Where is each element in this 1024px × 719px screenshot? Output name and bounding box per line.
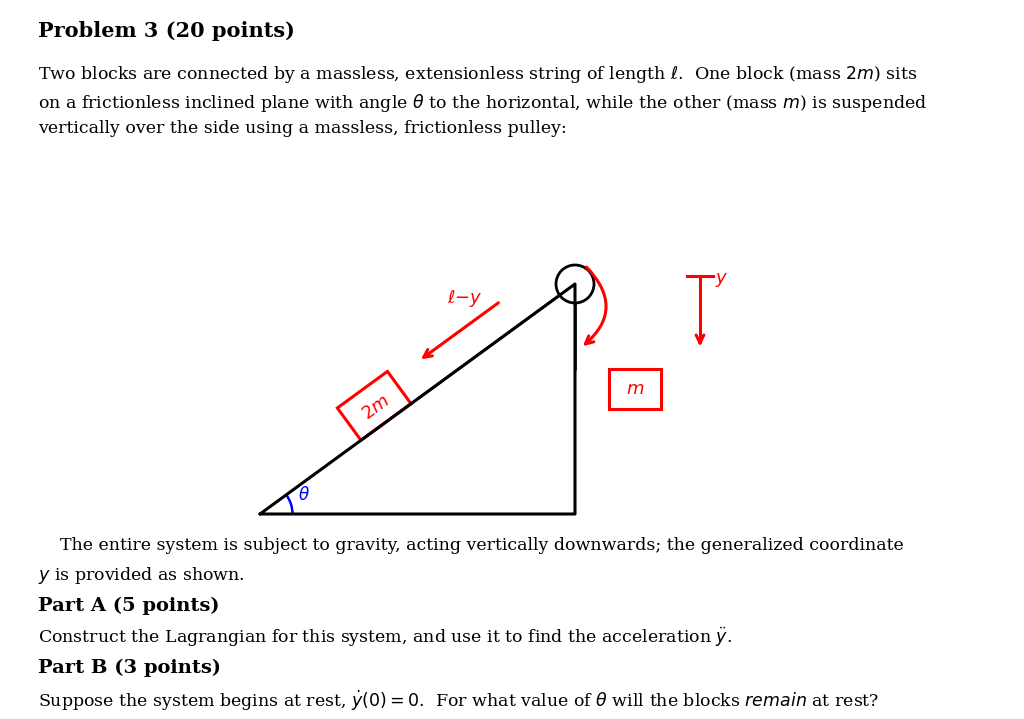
Text: Part B (3 points): Part B (3 points) bbox=[38, 659, 221, 677]
Text: $y$ is provided as shown.: $y$ is provided as shown. bbox=[38, 565, 245, 586]
Text: $\ell$$-$$y$: $\ell$$-$$y$ bbox=[446, 288, 482, 309]
Text: Suppose the system begins at rest, $\dot{y}(0) = 0$.  For what value of $\theta$: Suppose the system begins at rest, $\dot… bbox=[38, 689, 880, 713]
Text: vertically over the side using a massless, frictionless pulley:: vertically over the side using a massles… bbox=[38, 120, 566, 137]
Text: on a frictionless inclined plane with angle $\theta$ to the horizontal, while th: on a frictionless inclined plane with an… bbox=[38, 92, 928, 114]
Text: $m$: $m$ bbox=[626, 380, 644, 398]
Text: Problem 3 (20 points): Problem 3 (20 points) bbox=[38, 21, 295, 41]
Text: $2m$: $2m$ bbox=[358, 392, 392, 423]
Text: The entire system is subject to gravity, acting vertically downwards; the genera: The entire system is subject to gravity,… bbox=[38, 537, 904, 554]
Text: Part A (5 points): Part A (5 points) bbox=[38, 597, 219, 615]
Text: Construct the Lagrangian for this system, and use it to find the acceleration $\: Construct the Lagrangian for this system… bbox=[38, 626, 732, 649]
Text: Two blocks are connected by a massless, extensionless string of length $\ell$.  : Two blocks are connected by a massless, … bbox=[38, 64, 918, 85]
Text: $\theta$: $\theta$ bbox=[298, 486, 310, 504]
Text: $y$: $y$ bbox=[715, 271, 728, 289]
Bar bbox=[609, 369, 662, 409]
FancyArrowPatch shape bbox=[586, 267, 606, 344]
